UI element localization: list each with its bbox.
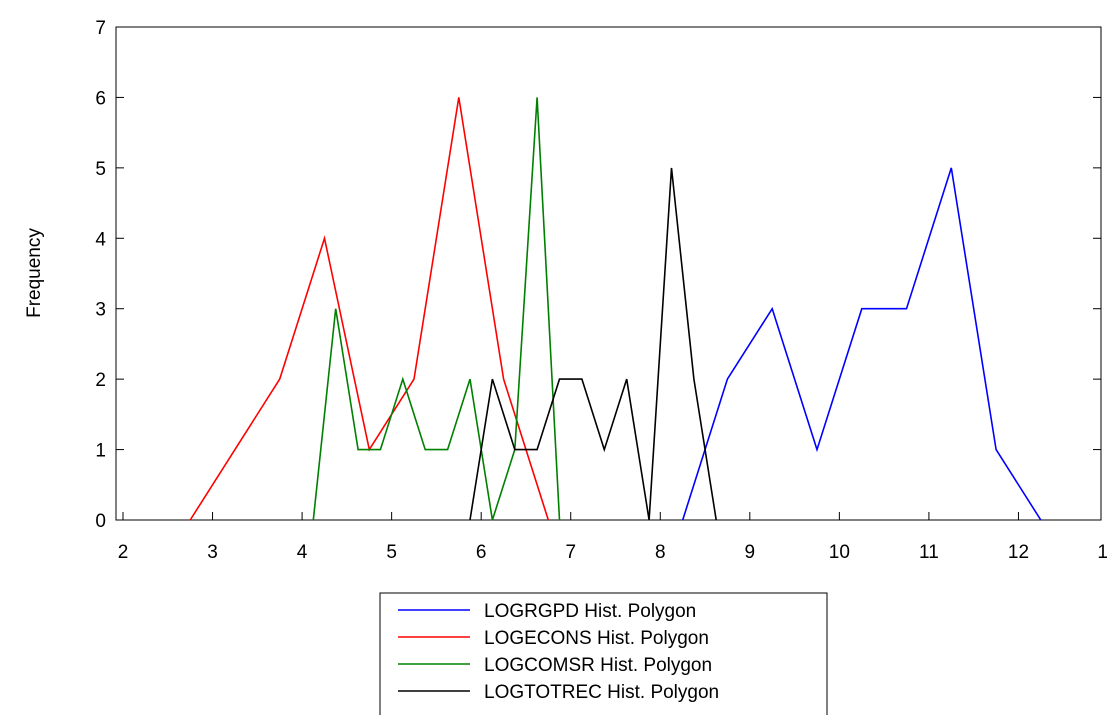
series-lines [189,97,1042,521]
x-tick-label: 11 [919,542,939,563]
x-tick-label: 2 [118,542,129,563]
plot-frame [115,26,1102,521]
y-axis-label: Frequency [24,228,45,318]
legend: LOGRGPD Hist. Polygon LOGECONS Hist. Poly… [379,592,828,715]
y-tick-label: 6 [95,88,106,109]
legend-box [379,592,828,715]
x-tick-label: 4 [297,542,308,563]
x-tick-label: 8 [655,542,666,563]
x-tick-label: 6 [476,542,487,563]
series-line-logcomsr [312,97,561,521]
y-tick-label: 5 [95,159,106,180]
y-tick-label: 1 [95,441,106,462]
y-tick-label: 0 [95,511,106,532]
y-axis-ticks: 0 1 2 3 4 5 6 7 [95,18,1101,532]
x-axis-ticks: 2 3 4 5 6 7 8 9 10 11 12 13 [118,512,1107,563]
y-tick-label: 2 [95,370,106,391]
series-line-logrgpd [681,167,1042,521]
y-tick-label: 4 [95,229,106,250]
x-tick-label: 13 [1097,542,1107,563]
x-tick-label: 3 [207,542,218,563]
y-tick-label: 3 [95,300,106,321]
series-line-logtotrec [469,167,717,521]
legend-label: LOGTOTREC Hist. Polygon [484,682,719,703]
x-tick-label: 12 [1008,542,1029,563]
x-tick-label: 7 [565,542,576,563]
x-tick-label: 10 [829,542,850,563]
y-tick-label: 7 [95,18,106,39]
x-tick-label: 5 [386,542,397,563]
legend-label: LOGCOMSR Hist. Polygon [484,655,712,676]
x-tick-label: 9 [745,542,756,563]
series-line-logecons [189,97,550,521]
legend-label: LOGECONS Hist. Polygon [484,628,709,649]
legend-label: LOGRGPD Hist. Polygon [484,601,696,622]
